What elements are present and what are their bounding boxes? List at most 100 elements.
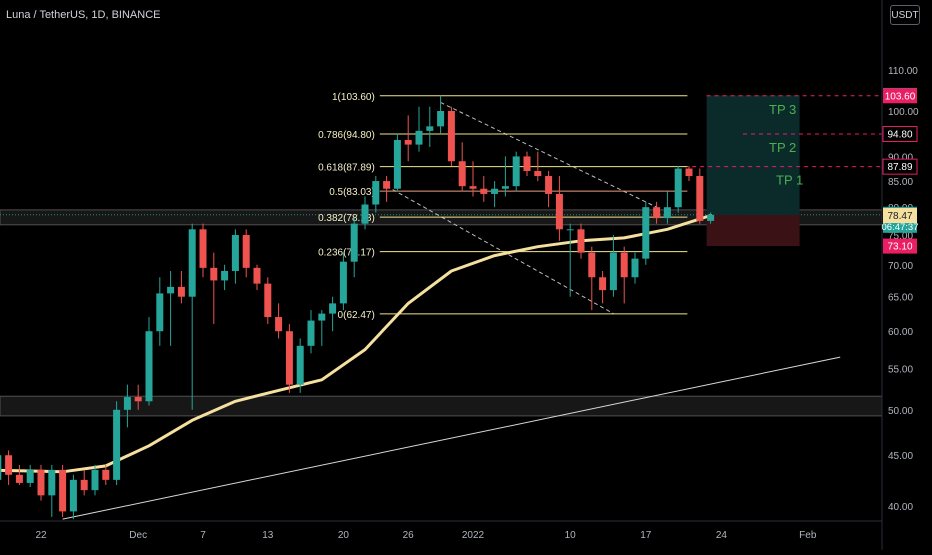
y-tick-label: 65.00	[888, 293, 913, 304]
candle-body	[15, 474, 23, 483]
candle-body	[491, 188, 499, 194]
candle-body	[59, 469, 67, 512]
price-badge	[883, 208, 917, 224]
candle-body	[404, 139, 412, 145]
x-tick-label: Feb	[799, 530, 817, 541]
candle-body	[339, 261, 347, 304]
candle-body	[458, 161, 466, 187]
y-tick-label: 85.00	[888, 177, 913, 188]
candle-body	[577, 229, 585, 253]
candle-body	[80, 479, 88, 491]
x-tick-label: 10	[565, 530, 577, 541]
candle-body	[707, 214, 715, 221]
moving-average-line	[0, 214, 713, 474]
candle-body	[588, 252, 596, 278]
y-tick-label: 45.00	[888, 451, 913, 462]
y-tick-label: 50.00	[888, 406, 913, 417]
candle-body	[242, 235, 250, 268]
candle-body	[91, 469, 99, 491]
candle-body	[231, 235, 239, 271]
price-badge-label: 73.10	[887, 242, 912, 253]
candle-body	[393, 139, 401, 189]
candle-body	[199, 229, 207, 268]
candle-body	[296, 345, 304, 385]
tp-label: TP 2	[769, 140, 796, 155]
candle-body	[145, 331, 153, 402]
candle-body	[696, 176, 704, 221]
candle-body	[674, 168, 682, 208]
candle-body	[534, 171, 542, 177]
y-tick-label: 40.00	[888, 502, 913, 513]
y-tick-label: 100.00	[888, 107, 919, 118]
candle-body	[167, 286, 175, 294]
candle-body	[415, 130, 423, 145]
candle-body	[372, 181, 380, 205]
candle-body	[156, 293, 164, 332]
x-tick-label: 2022	[462, 530, 485, 541]
fib-level-label: 0(62.47)	[338, 310, 375, 321]
candle-body	[469, 186, 477, 189]
candle-body	[501, 186, 509, 189]
channel-line	[386, 185, 614, 315]
candle-body	[275, 317, 283, 332]
candle-body	[599, 277, 607, 291]
candle-body	[642, 207, 650, 259]
target-zone	[706, 95, 800, 215]
candle-body	[307, 320, 315, 346]
y-tick-label: 110.00	[888, 66, 918, 77]
candle-body	[210, 267, 218, 281]
candle-body	[285, 331, 293, 385]
channel-line	[440, 102, 657, 208]
x-tick-label: Dec	[129, 530, 147, 541]
candle-body	[653, 207, 661, 219]
price-badge-label: 87.89	[887, 162, 912, 173]
candle-body	[663, 207, 671, 219]
fib-level-label: 0.786(94.80)	[318, 130, 375, 141]
trendline	[62, 356, 841, 520]
currency-button[interactable]: USDT	[890, 5, 920, 25]
price-badge	[883, 88, 917, 104]
y-tick-label: 75.00	[888, 231, 913, 242]
fib-level-label: 0.618(87.89)	[318, 163, 375, 174]
candle-body	[329, 303, 337, 314]
symbol-title[interactable]: Luna / TetherUS, 1D, BINANCE	[6, 9, 161, 21]
candle-body	[37, 469, 45, 496]
y-tick-label: 55.00	[888, 365, 913, 376]
candle-body	[523, 156, 531, 172]
fib-level-label: 0.382(78.18)	[318, 213, 375, 224]
x-tick-label: 20	[338, 530, 350, 541]
candle-body	[566, 229, 574, 231]
candle-body	[350, 223, 358, 262]
price-badge	[883, 238, 917, 254]
candle-body	[134, 397, 142, 402]
candle-body	[609, 252, 617, 291]
candle-body	[221, 270, 229, 281]
x-tick-label: 13	[262, 530, 274, 541]
y-tick-label: 70.00	[888, 261, 913, 272]
price-badge	[882, 158, 918, 175]
candle-body	[188, 229, 196, 297]
candle-body	[685, 168, 693, 177]
candle-body	[318, 313, 326, 321]
candle-body	[437, 111, 445, 127]
candle-body	[102, 469, 110, 480]
price-badge	[882, 126, 918, 143]
price-badge-label: 78.47	[887, 211, 912, 222]
candle-body	[0, 455, 2, 480]
x-tick-label: 24	[716, 530, 728, 541]
candle-body	[383, 181, 391, 189]
candle-body	[177, 286, 185, 297]
candle-body	[253, 267, 261, 284]
tp-label: TP 3	[769, 102, 796, 117]
candle-body	[26, 469, 34, 483]
candle-body	[426, 126, 434, 131]
price-badge-label: 94.80	[887, 130, 912, 141]
candle-body	[48, 469, 56, 496]
candle-body	[620, 252, 628, 278]
candle-body	[480, 188, 488, 194]
candle-body	[69, 479, 77, 512]
y-tick-label: 90.00	[888, 152, 913, 163]
x-tick-label: 17	[640, 530, 652, 541]
